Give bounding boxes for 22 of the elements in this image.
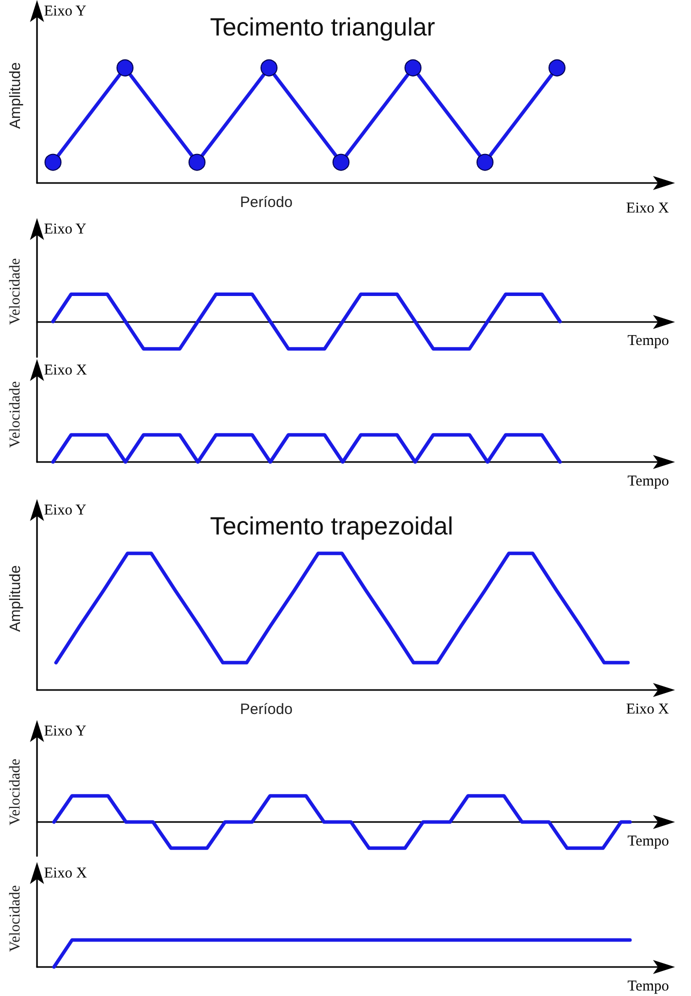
x-axis-title: Eixo X <box>626 200 670 216</box>
x-axis-title: Eixo X <box>626 702 670 718</box>
y-axis-title: Velocidade <box>8 380 24 448</box>
y-axis-title: Velocidade <box>8 258 24 325</box>
text: Eixo X <box>44 362 88 378</box>
text: Eixo Y <box>44 502 87 518</box>
x-axis-title: Tempo <box>628 474 669 490</box>
text: Período <box>240 701 293 718</box>
text: Eixo X <box>44 866 88 882</box>
chart-title: Tecimento trapezoidal <box>210 512 454 540</box>
x-axis-title: Tempo <box>628 978 669 994</box>
x-axis-title: Tempo <box>628 333 669 350</box>
y-axis-title: Velocidade <box>8 884 24 952</box>
y-axis-title: Velocidade <box>8 758 24 826</box>
x-axis-title: Tempo <box>628 834 669 850</box>
text: Eixo Y <box>44 724 87 740</box>
y-axis-title: Amplitude <box>7 62 24 129</box>
y-axis-title: Amplitude <box>7 565 24 632</box>
text: Eixo Y <box>44 4 87 20</box>
text: Eixo Y <box>44 222 87 238</box>
chart-title: Tecimento triangular <box>210 14 436 42</box>
text: Período <box>240 194 293 211</box>
